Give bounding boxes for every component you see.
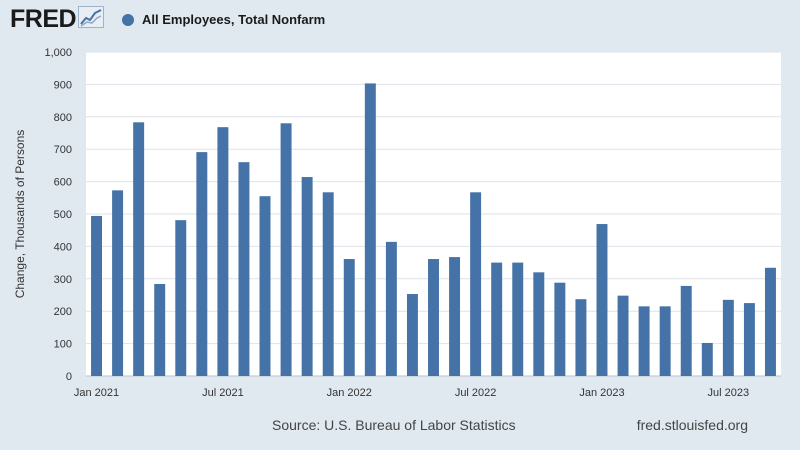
bar[interactable]: [217, 127, 229, 376]
bar[interactable]: [322, 192, 334, 376]
bar[interactable]: [617, 295, 629, 376]
bar[interactable]: [428, 259, 439, 376]
y-tick-label: 800: [54, 112, 72, 124]
bar[interactable]: [554, 282, 566, 376]
bar[interactable]: [533, 272, 545, 376]
bar[interactable]: [259, 196, 271, 376]
bar[interactable]: [196, 152, 208, 376]
bar[interactable]: [364, 83, 376, 376]
bar[interactable]: [112, 190, 124, 376]
y-tick-label: 0: [66, 371, 72, 383]
legend: All Employees, Total Nonfarm: [122, 12, 325, 27]
bar[interactable]: [301, 177, 313, 376]
bar[interactable]: [406, 294, 418, 376]
trend-graph-icon: [78, 5, 105, 33]
y-axis-title: Change, Thousands of Persons: [13, 130, 27, 299]
bar[interactable]: [343, 259, 355, 376]
y-tick-label: 1,000: [44, 47, 72, 59]
x-tick-label: Jul 2022: [455, 387, 497, 399]
series-dot-icon: [122, 13, 134, 26]
bar[interactable]: [133, 122, 145, 376]
source-note: Source: U.S. Bureau of Labor Statistics: [272, 417, 516, 433]
bar[interactable]: [154, 283, 166, 376]
y-tick-label: 500: [54, 209, 72, 221]
bar[interactable]: [596, 224, 608, 376]
y-tick-label: 400: [54, 241, 72, 253]
y-tick-label: 200: [54, 306, 72, 318]
bar[interactable]: [91, 215, 103, 376]
x-tick-label: Jul 2023: [708, 387, 750, 399]
legend-label: All Employees, Total Nonfarm: [142, 12, 326, 27]
bars: [91, 83, 776, 376]
x-axis-ticks: Jan 2021 Jul 2021 Jan 2022 Jul 2022 Jan 2023…: [74, 387, 749, 399]
bar[interactable]: [764, 267, 776, 376]
x-tick-label: Jul 2021: [202, 387, 244, 399]
bar[interactable]: [491, 262, 503, 376]
y-tick-label: 300: [54, 274, 72, 286]
bar[interactable]: [238, 162, 250, 376]
chart-svg: 0 100 200 300 400 500 600 700 800 900 1,000 Jan 20…: [13, 47, 781, 399]
bar[interactable]: [701, 342, 713, 376]
chart: 0 100 200 300 400 500 600 700 800 900 1,000 Jan 20…: [0, 40, 800, 410]
bar[interactable]: [575, 299, 587, 376]
bar[interactable]: [175, 220, 187, 376]
bar[interactable]: [385, 241, 397, 376]
bar[interactable]: [280, 123, 292, 376]
bar[interactable]: [512, 262, 524, 376]
y-tick-label: 100: [54, 339, 72, 351]
y-tick-label: 900: [54, 79, 72, 91]
bar[interactable]: [722, 299, 734, 376]
x-tick-label: Jan 2022: [327, 387, 372, 399]
y-tick-label: 600: [54, 177, 72, 189]
fred-logo[interactable]: FRED: [10, 4, 105, 33]
bar[interactable]: [680, 285, 692, 376]
x-tick-label: Jan 2023: [579, 387, 624, 399]
header: FRED All Employees, Total Nonfarm: [0, 0, 800, 40]
site-link[interactable]: fred.stlouisfed.org: [636, 417, 748, 433]
bar[interactable]: [449, 257, 461, 376]
bar[interactable]: [638, 306, 650, 376]
bar[interactable]: [470, 192, 482, 376]
logo-text: FRED: [10, 4, 77, 33]
bar[interactable]: [659, 306, 671, 376]
bar[interactable]: [743, 303, 755, 376]
y-tick-label: 700: [54, 144, 72, 156]
y-axis-ticks: 0 100 200 300 400 500 600 700 800 900 1,000: [44, 47, 72, 383]
x-tick-label: Jan 2021: [74, 387, 119, 399]
